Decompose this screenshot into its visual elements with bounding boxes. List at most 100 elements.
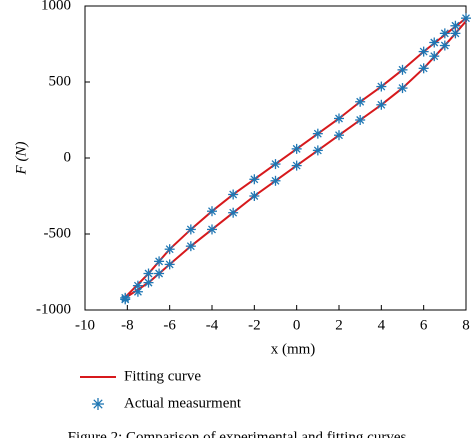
data-point [143, 268, 154, 279]
star-stroke [271, 160, 280, 169]
x-tick-label: 8 [462, 317, 470, 333]
x-tick-label: 2 [335, 317, 343, 333]
star-stroke [419, 47, 428, 56]
star-stroke [335, 131, 343, 140]
star-stroke [250, 175, 259, 184]
star-stroke [144, 278, 153, 287]
data-point [185, 224, 196, 235]
legend-swatch [92, 398, 104, 410]
star-stroke [419, 64, 428, 73]
star-stroke [144, 269, 153, 278]
data-point [429, 37, 440, 48]
star-stroke [186, 242, 195, 251]
data-point [164, 259, 175, 270]
star-stroke [208, 207, 216, 216]
star-stroke [133, 281, 142, 290]
legend-label: Fitting curve [124, 368, 201, 384]
star-stroke [377, 100, 386, 109]
y-tick-label: -500 [44, 225, 72, 241]
data-point [450, 28, 461, 39]
data-point [418, 63, 429, 74]
x-tick-label: 0 [293, 317, 301, 333]
data-point [249, 191, 260, 201]
star-stroke [356, 116, 365, 124]
star-stroke [229, 208, 238, 217]
data-point [397, 64, 408, 75]
data-point [207, 224, 217, 235]
x-tick-label: -2 [248, 317, 261, 333]
data-point [376, 81, 387, 92]
caption: Figure 2: Comparison of experimental and… [68, 429, 407, 438]
data-point [334, 113, 344, 124]
data-point [376, 99, 387, 110]
x-axis-label: x (mm) [271, 341, 316, 357]
legend-label: Actual measurment [124, 395, 242, 411]
plot-frame [84, 5, 467, 311]
star-stroke [398, 84, 407, 93]
data-point [270, 175, 281, 186]
x-tick-label: 4 [378, 317, 386, 333]
star-stroke [208, 225, 216, 234]
star-stroke [377, 82, 386, 91]
star-stroke [250, 192, 259, 200]
star-stroke [292, 144, 301, 153]
star-stroke [186, 225, 195, 234]
data-point [429, 51, 440, 62]
star-stroke [356, 97, 365, 106]
star-stroke [292, 161, 301, 170]
star-stroke [398, 65, 407, 74]
x-tick-label: -8 [121, 317, 134, 333]
star-stroke [440, 29, 449, 38]
fit-line [122, 16, 467, 301]
data-point [120, 294, 131, 305]
y-tick-label: 0 [64, 149, 72, 165]
data-point [164, 244, 175, 255]
y-tick-label: 500 [49, 73, 72, 89]
data-point [143, 277, 154, 288]
star-stroke [430, 38, 439, 47]
star-stroke [271, 176, 280, 185]
x-tick-label: -4 [206, 317, 219, 333]
data-point [397, 83, 408, 94]
data-point [355, 115, 366, 125]
star-stroke [440, 41, 449, 50]
star-stroke [313, 146, 322, 155]
star-stroke [451, 29, 460, 38]
data-point [132, 286, 143, 297]
data-point [355, 96, 366, 107]
star-stroke [313, 129, 322, 138]
data-point [439, 28, 450, 39]
star-stroke [451, 21, 460, 30]
data-point [207, 206, 217, 217]
star-stroke [155, 257, 164, 266]
x-tick-label: 6 [420, 317, 428, 333]
data-point [334, 130, 344, 141]
star-stroke [335, 114, 343, 123]
star-stroke [462, 14, 470, 23]
star-stroke [93, 399, 103, 409]
data-point [312, 145, 323, 156]
x-tick-label: -6 [163, 317, 176, 333]
star-stroke [155, 269, 164, 278]
data-point [228, 207, 239, 218]
data-point [154, 256, 165, 267]
data-point [249, 174, 260, 185]
data-point [291, 143, 302, 154]
data-point [270, 159, 281, 170]
star-stroke [165, 245, 174, 254]
y-tick-label: 1000 [41, 0, 71, 13]
star-stroke [165, 260, 174, 269]
star-stroke [133, 287, 142, 296]
y-axis-label: F (N) [13, 142, 29, 176]
data-point [461, 13, 471, 24]
data-point [228, 189, 239, 200]
star-stroke [430, 52, 439, 61]
data-point [154, 268, 165, 279]
star-stroke [121, 295, 130, 304]
data-point [418, 46, 429, 57]
data-point [291, 160, 302, 171]
data-point [312, 128, 323, 139]
data-point [439, 40, 450, 51]
star-stroke [229, 190, 238, 199]
